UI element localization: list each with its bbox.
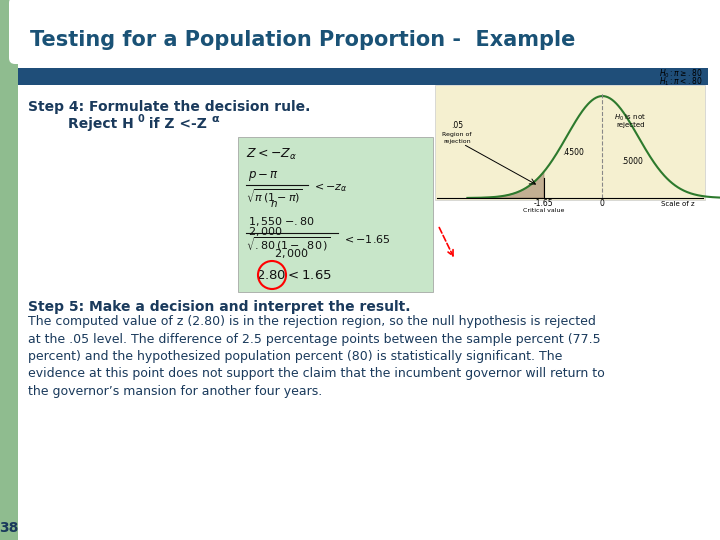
Text: -1.65: -1.65 [534, 199, 554, 208]
Text: .5000: .5000 [621, 157, 644, 166]
Text: $Z < -Z_{\alpha}$: $Z < -Z_{\alpha}$ [246, 147, 297, 162]
Text: $H_0: \pi \geq .80$: $H_0: \pi \geq .80$ [659, 68, 703, 80]
Text: 38: 38 [0, 521, 19, 535]
Text: The computed value of z (2.80) is in the rejection region, so the null hypothesi: The computed value of z (2.80) is in the… [28, 315, 605, 398]
Text: $\sqrt{.80\,(1-.80\,)}$: $\sqrt{.80\,(1-.80\,)}$ [246, 235, 330, 253]
Text: Step 5: Make a decision and interpret the result.: Step 5: Make a decision and interpret th… [28, 300, 410, 314]
Text: $< -1.65$: $< -1.65$ [342, 233, 391, 245]
Text: $< -z_{\alpha}$: $< -z_{\alpha}$ [312, 181, 348, 194]
Text: Reject H: Reject H [68, 117, 134, 131]
Text: α: α [211, 114, 219, 124]
FancyBboxPatch shape [9, 0, 226, 64]
Text: rejected: rejected [616, 122, 644, 128]
Text: 0: 0 [138, 114, 145, 124]
Bar [0, 0, 220, 60]
Text: $H_1: \pi < .80$: $H_1: \pi < .80$ [659, 75, 703, 87]
Text: $1,550$: $1,550$ [248, 215, 283, 228]
Text: $p - \pi$: $p - \pi$ [248, 169, 279, 183]
Bar [0, 0, 18, 540]
Text: Critical value: Critical value [523, 208, 564, 213]
Text: Testing for a Population Proportion -  Example: Testing for a Population Proportion - Ex… [30, 30, 575, 50]
Text: .4500: .4500 [562, 148, 584, 157]
Text: if Z <-Z: if Z <-Z [144, 117, 207, 131]
Text: $\sqrt{\pi\,(1-\pi)}$: $\sqrt{\pi\,(1-\pi)}$ [246, 187, 302, 205]
Text: $2,000$: $2,000$ [274, 247, 310, 260]
Text: $2.80 <  1.65$: $2.80 < 1.65$ [256, 269, 332, 282]
Text: $n$: $n$ [270, 199, 278, 209]
Text: 0: 0 [600, 199, 605, 208]
Text: Step 4: Formulate the decision rule.: Step 4: Formulate the decision rule. [28, 100, 310, 114]
Bar [435, 85, 705, 200]
Text: $H_0$ is not: $H_0$ is not [614, 113, 647, 123]
Text: $- .80$: $- .80$ [284, 215, 315, 227]
Bar [238, 137, 433, 292]
Text: .05: .05 [451, 121, 463, 130]
Text: Region of: Region of [442, 132, 472, 137]
Bar [18, 68, 708, 85]
Text: $2,000$: $2,000$ [248, 225, 283, 238]
Text: rejection: rejection [444, 139, 471, 144]
Text: Scale of z: Scale of z [662, 201, 695, 207]
Polygon shape [467, 172, 544, 198]
